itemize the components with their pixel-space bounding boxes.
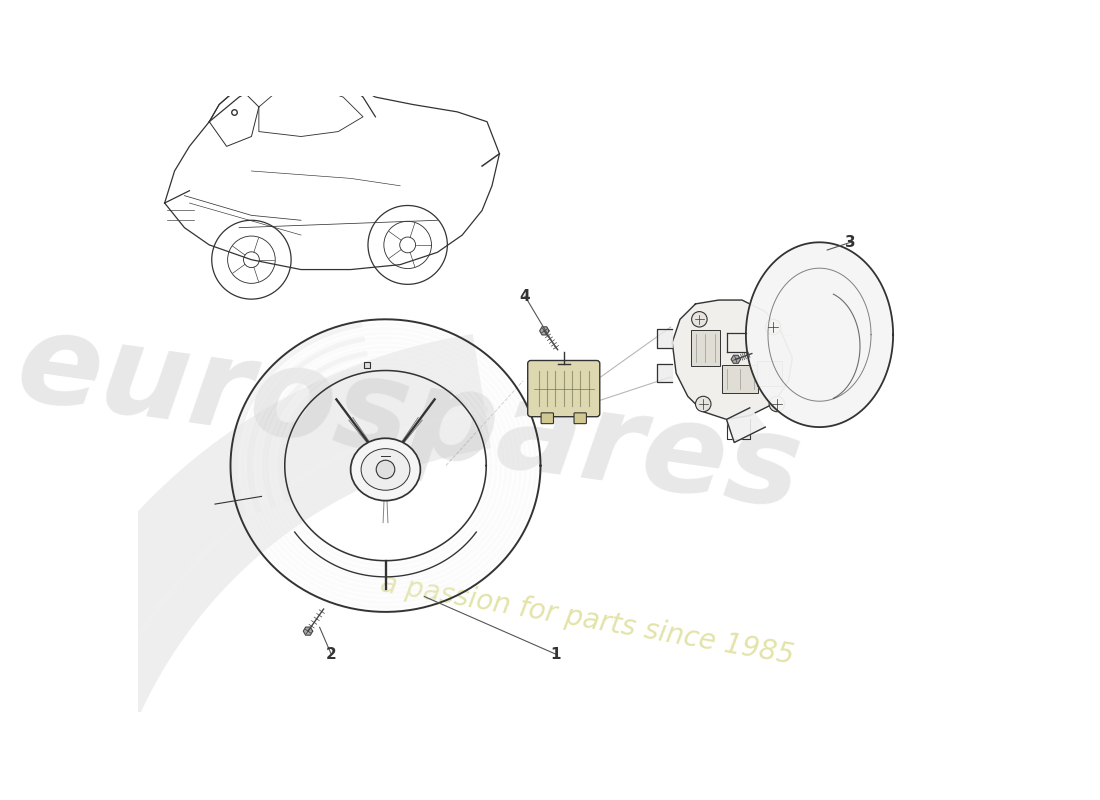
FancyBboxPatch shape bbox=[722, 365, 758, 394]
Text: 1: 1 bbox=[551, 646, 561, 662]
Circle shape bbox=[692, 311, 707, 327]
Polygon shape bbox=[540, 327, 549, 335]
Text: eurospares: eurospares bbox=[9, 305, 808, 534]
Text: 2: 2 bbox=[326, 646, 337, 662]
FancyBboxPatch shape bbox=[541, 413, 553, 424]
Polygon shape bbox=[732, 355, 740, 363]
Polygon shape bbox=[726, 408, 766, 442]
Polygon shape bbox=[657, 364, 672, 382]
Polygon shape bbox=[657, 330, 672, 348]
FancyBboxPatch shape bbox=[528, 361, 600, 417]
Polygon shape bbox=[0, 334, 491, 800]
Ellipse shape bbox=[351, 438, 420, 501]
Circle shape bbox=[376, 460, 395, 478]
Circle shape bbox=[695, 396, 711, 412]
Text: a passion for parts since 1985: a passion for parts since 1985 bbox=[378, 570, 796, 670]
Circle shape bbox=[769, 396, 784, 412]
Text: 4: 4 bbox=[519, 289, 530, 304]
Polygon shape bbox=[304, 627, 312, 635]
Polygon shape bbox=[746, 242, 893, 427]
Text: 3: 3 bbox=[845, 235, 856, 250]
FancyBboxPatch shape bbox=[757, 361, 781, 386]
Polygon shape bbox=[672, 300, 792, 419]
FancyBboxPatch shape bbox=[691, 330, 719, 366]
Circle shape bbox=[766, 319, 781, 334]
FancyBboxPatch shape bbox=[574, 413, 586, 424]
Ellipse shape bbox=[361, 449, 410, 490]
